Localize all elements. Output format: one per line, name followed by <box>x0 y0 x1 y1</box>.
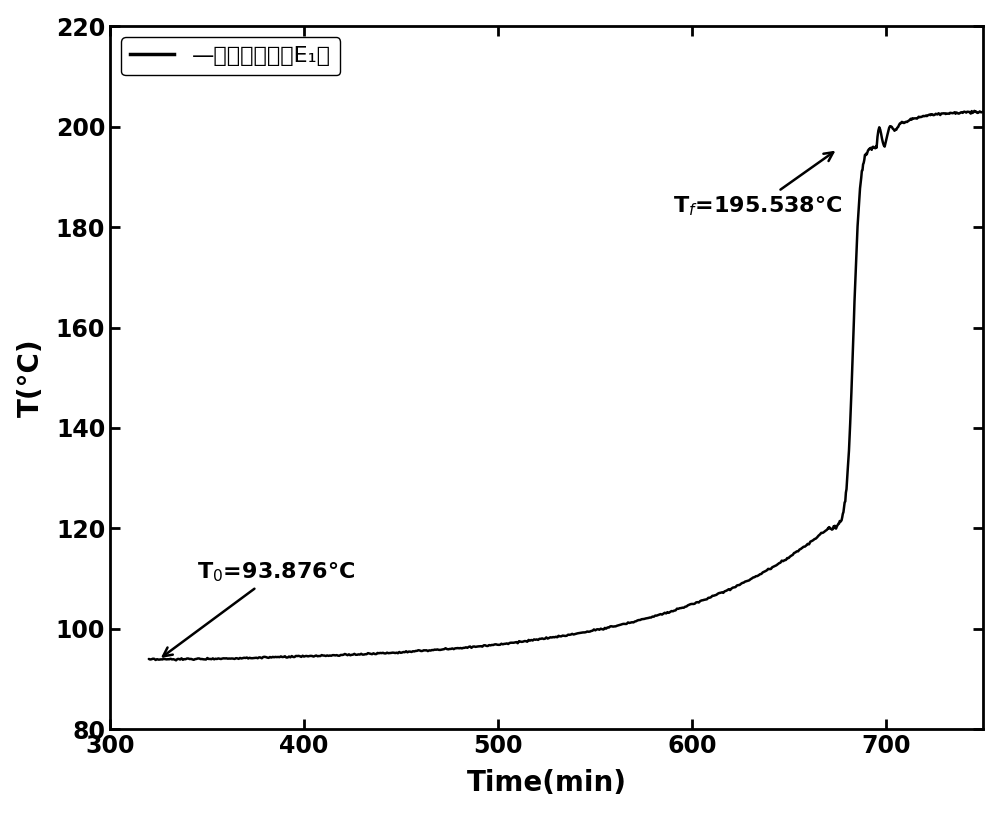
Legend: —样品池温度（E₁）: —样品池温度（E₁） <box>121 37 340 75</box>
Y-axis label: T(°C): T(°C) <box>17 339 45 417</box>
Text: T$_f$=195.538°C: T$_f$=195.538°C <box>673 152 842 217</box>
Text: T$_0$=93.876°C: T$_0$=93.876°C <box>163 561 355 656</box>
X-axis label: Time(min): Time(min) <box>467 769 627 798</box>
